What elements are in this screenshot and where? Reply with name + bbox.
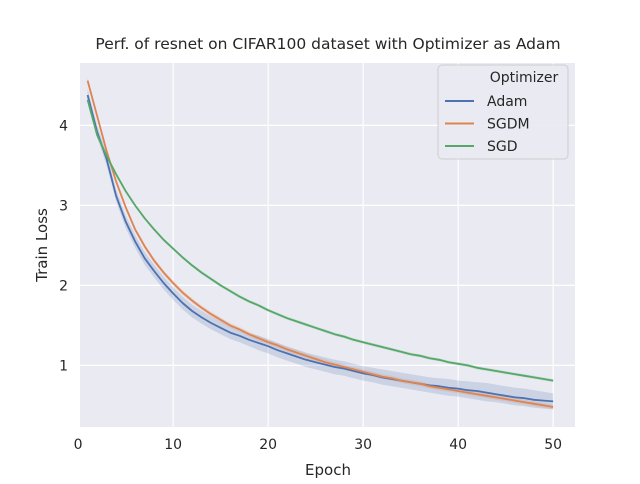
y-tick-label: 3 xyxy=(59,198,68,214)
x-tick-label: 10 xyxy=(164,437,182,453)
chart-title: Perf. of resnet on CIFAR100 dataset with… xyxy=(95,35,560,53)
y-tick-label: 2 xyxy=(59,278,68,294)
x-axis-label: Epoch xyxy=(305,461,351,479)
legend-label-sgdm: SGDM xyxy=(487,117,530,133)
x-tick-label: 20 xyxy=(259,437,277,453)
y-axis-label: Train Loss xyxy=(33,208,51,283)
line-adam xyxy=(86,94,554,403)
legend-box xyxy=(437,64,569,160)
line-sgdm xyxy=(86,80,554,408)
x-tick-label: 50 xyxy=(544,437,562,453)
legend-entries: Adam SGDM SGD xyxy=(445,94,530,155)
y-tick-label: 4 xyxy=(59,118,68,134)
line-sgd xyxy=(86,99,554,382)
x-tick-label: 0 xyxy=(74,437,83,453)
x-tick-labels: 0 10 20 30 40 50 xyxy=(74,437,562,453)
x-tick-label: 40 xyxy=(449,437,467,453)
x-tick-label: 30 xyxy=(354,437,372,453)
y-tick-labels: 1 2 3 4 xyxy=(59,118,68,374)
legend-title: Optimizer xyxy=(490,70,559,86)
legend-label-adam: Adam xyxy=(487,94,527,110)
series-lines xyxy=(86,80,554,408)
y-tick-label: 1 xyxy=(59,358,68,374)
legend-label-sgd: SGD xyxy=(487,139,518,155)
legend: Optimizer Adam SGDM SGD xyxy=(437,64,569,160)
